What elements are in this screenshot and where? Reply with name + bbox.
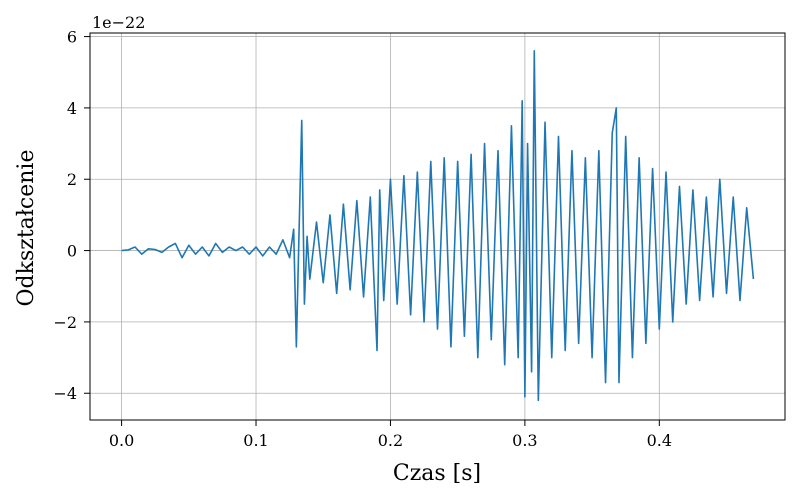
y-tick-label: −2: [53, 313, 77, 332]
x-tick-label: 0.1: [243, 431, 268, 450]
y-tick-label: 6: [67, 28, 77, 47]
x-tick-label: 0.4: [647, 431, 672, 450]
grid: [90, 33, 785, 420]
plot-frame: [89, 32, 786, 421]
y-tick-label: −4: [53, 384, 77, 403]
strain-series-line: [121, 50, 755, 402]
series-layer: [121, 50, 755, 402]
y-axis-title: Odkształcenie: [14, 150, 39, 307]
x-tick-label: 0.2: [378, 431, 403, 450]
x-tick-label: 0.0: [109, 431, 134, 450]
y-tick-label: 4: [67, 99, 77, 118]
x-axis-ticks: 0.0 0.1 0.2 0.3 0.4: [109, 420, 672, 450]
x-axis-title: Czas [s]: [393, 461, 481, 486]
x-tick-label: 0.3: [512, 431, 537, 450]
y-axis-ticks: −4 −2 0 2 4 6: [53, 28, 90, 403]
y-tick-label: 2: [67, 170, 77, 189]
y-offset-label: 1e−22: [92, 13, 145, 32]
y-tick-label: 0: [67, 242, 77, 261]
